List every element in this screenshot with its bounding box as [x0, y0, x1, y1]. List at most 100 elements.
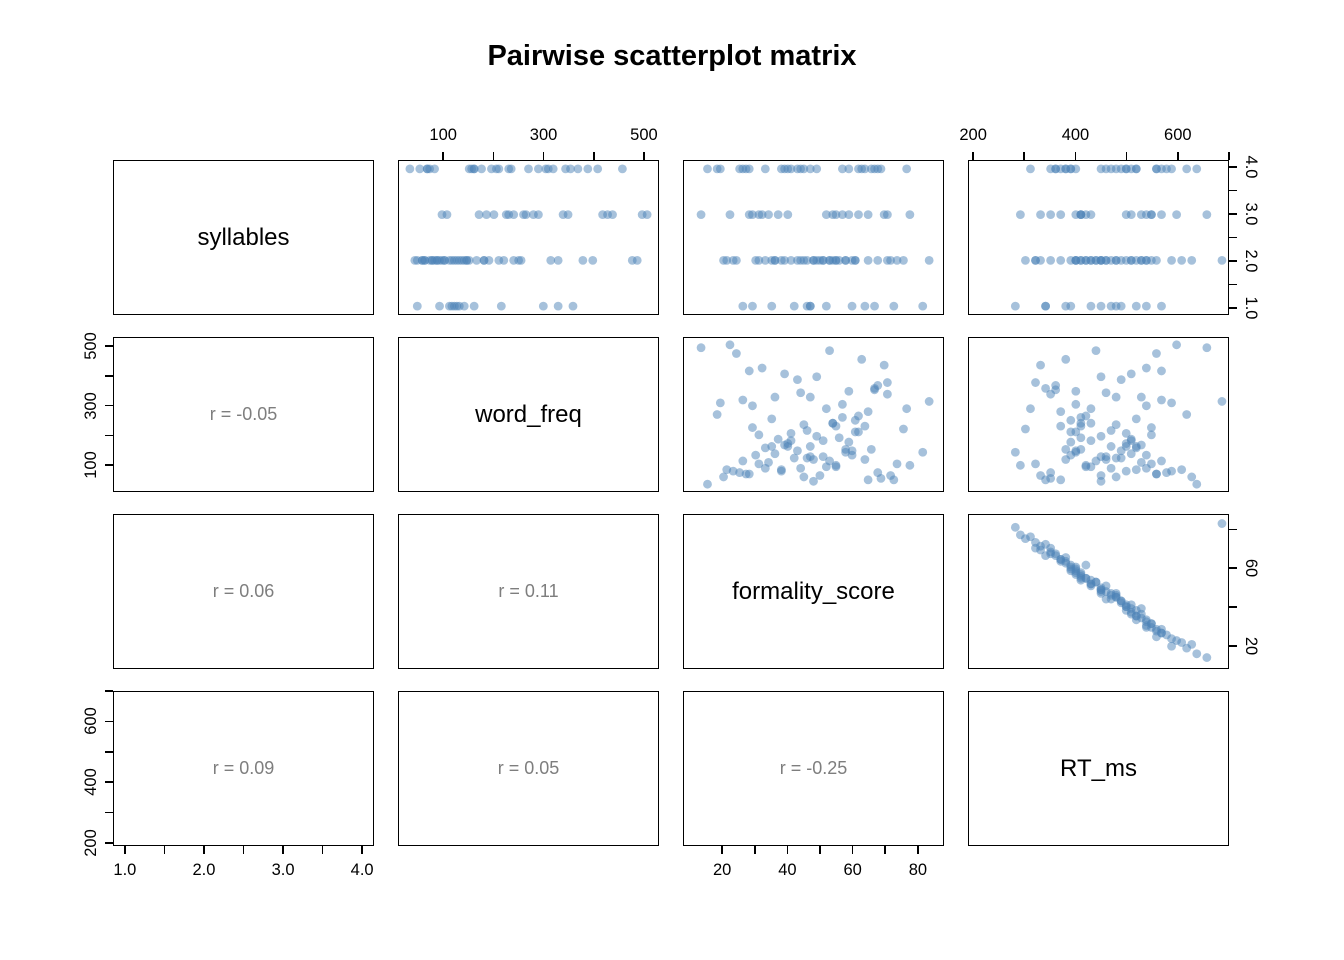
panel-r3-c0: r = 0.09: [113, 691, 374, 846]
scatter-canvas-r0-c2: [685, 162, 942, 313]
axis-tick: [1023, 152, 1026, 160]
axis-tick: [105, 842, 113, 844]
panel-r3-c3: RT_ms: [968, 691, 1229, 846]
axis-tick: [105, 781, 113, 783]
axis-tick: [1229, 283, 1237, 286]
scatter-canvas-r1-c2: [685, 339, 942, 490]
diag-label-syllables: syllables: [197, 223, 290, 251]
corr-label-r2-c1: r = 0.11: [498, 581, 559, 601]
axis-tick-label: 1.0: [113, 861, 137, 879]
axis-tick-label: 500: [630, 126, 658, 144]
panel-r2-c3: [968, 514, 1229, 669]
axis-tick: [105, 750, 113, 753]
axis-tick-label: 300: [82, 391, 100, 420]
axis-tick-label: 600: [1164, 126, 1192, 144]
axis-tick: [203, 846, 205, 854]
axis-tick: [1228, 152, 1230, 160]
axis-tick: [321, 846, 324, 854]
corr-label-r1-c0: r = -0.05: [209, 404, 278, 424]
panel-r0-c1: [398, 160, 659, 315]
axis-tick-label: 600: [82, 707, 100, 736]
axis-tick-label: 400: [82, 768, 100, 796]
axis-tick: [1229, 606, 1237, 608]
axis-tick-label: 400: [1061, 126, 1090, 144]
panel-r2-c1: r = 0.11: [398, 514, 659, 669]
axis-tick: [721, 846, 723, 854]
axis-tick: [242, 846, 245, 854]
axis-tick: [105, 374, 113, 377]
axis-tick-label: 80: [908, 861, 928, 879]
panel-r1-c2: [683, 337, 944, 492]
axis-tick-label: 200: [959, 126, 987, 144]
diag-label-formality_score: formality_score: [732, 577, 895, 605]
axis-tick: [105, 690, 113, 692]
axis-tick: [1229, 166, 1237, 168]
panel-r3-c1: r = 0.05: [398, 691, 659, 846]
axis-tick: [105, 464, 113, 466]
corr-label-r3-c1: r = 0.05: [497, 758, 560, 778]
axis-tick: [851, 846, 854, 854]
axis-tick-label: 4.0: [1242, 155, 1260, 179]
axis-tick: [361, 846, 363, 854]
axis-tick-label: 3.0: [271, 861, 295, 879]
axis-tick: [1229, 260, 1237, 262]
panel-r1-c1: word_freq: [398, 337, 659, 492]
axis-tick: [1229, 567, 1237, 570]
axis-tick: [282, 846, 284, 854]
panel-r0-c0: syllables: [113, 160, 374, 315]
axis-tick: [819, 846, 821, 854]
scatter-canvas-r2-c3: [970, 516, 1227, 667]
axis-tick: [1229, 528, 1237, 531]
axis-tick: [1125, 152, 1128, 160]
axis-tick-label: 60: [1242, 559, 1260, 578]
corr-label-r2-c0: r = 0.06: [212, 581, 275, 601]
axis-tick: [1229, 236, 1237, 239]
axis-tick: [1074, 152, 1077, 160]
panel-r2-c2: formality_score: [683, 514, 944, 669]
axis-tick: [1177, 152, 1179, 160]
axis-tick: [1229, 307, 1237, 309]
scatter-canvas-r1-c3: [970, 339, 1227, 490]
chart-title: Pairwise scatterplot matrix: [487, 40, 857, 72]
axis-tick: [163, 846, 166, 854]
scatter-canvas-r0-c3: [970, 162, 1227, 313]
axis-tick-label: 20: [712, 861, 732, 879]
axis-tick: [542, 152, 545, 160]
axis-tick-label: 100: [82, 451, 100, 479]
axis-tick: [753, 846, 756, 854]
panel-r0-c3: [968, 160, 1229, 315]
axis-tick: [105, 720, 113, 723]
axis-tick: [105, 404, 113, 407]
axis-tick: [592, 152, 595, 160]
axis-tick: [492, 152, 495, 160]
scatter-canvas-r0-c1: [400, 162, 657, 313]
axis-tick-label: 60: [843, 861, 862, 879]
axis-tick: [105, 434, 113, 437]
axis-tick-label: 20: [1242, 636, 1260, 655]
axis-tick: [105, 345, 113, 347]
axis-tick: [1229, 644, 1237, 647]
axis-tick-label: 4.0: [350, 861, 374, 879]
panel-r3-c2: r = -0.25: [683, 691, 944, 846]
panel-r2-c0: r = 0.06: [113, 514, 374, 669]
axis-tick-label: 300: [529, 126, 558, 144]
panel-r0-c2: [683, 160, 944, 315]
axis-tick-label: 500: [82, 332, 100, 360]
diag-label-word_freq: word_freq: [475, 400, 582, 428]
panel-r1-c0: r = -0.05: [113, 337, 374, 492]
axis-tick: [643, 152, 645, 160]
axis-tick: [124, 846, 126, 854]
axis-tick-label: 2.0: [192, 861, 216, 879]
axis-tick-label: 200: [82, 829, 100, 857]
diag-label-RT_ms: RT_ms: [1060, 754, 1137, 782]
panel-r1-c3: [968, 337, 1229, 492]
axis-tick: [884, 846, 887, 854]
axis-tick: [1229, 189, 1237, 192]
corr-label-r3-c0: r = 0.09: [212, 758, 275, 778]
axis-tick: [786, 846, 789, 854]
axis-tick-label: 100: [429, 126, 457, 144]
axis-tick: [1229, 213, 1237, 215]
axis-tick-label: 40: [778, 861, 797, 879]
corr-label-r3-c2: r = -0.25: [779, 758, 848, 778]
